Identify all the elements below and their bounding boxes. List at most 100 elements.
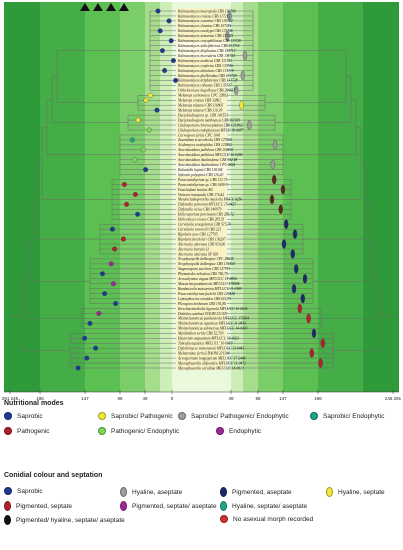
taxon-label: Venturia inaequalis CBS 176,42 [178, 193, 224, 198]
taxon-label: Acidomyces acidophilus CBS 123852 [177, 143, 232, 147]
taxon-label: Kalmusomyces conicus CBS 117215 [177, 14, 230, 18]
taxon-label: Massarina pandanicola MFLUCC 178594 [177, 282, 240, 286]
legend-label: Hyaline, septate/ aseptate [232, 502, 308, 510]
taxon-label: Paraconiothyrium sp. CBS 1699-5 [177, 183, 228, 187]
legend-item-nutritional: Pathogenic/ Endophytic [98, 427, 179, 435]
node-marker [124, 201, 130, 207]
legend-swatch [220, 501, 227, 511]
taxon-label: Cladosporium endophyticum MFLU 18-0087 [178, 128, 243, 132]
conidia-marker [306, 313, 311, 324]
taxon-label: Curvularia senegalensis CBS 515,70 [178, 223, 231, 228]
conidia-marker [318, 358, 323, 368]
legend-label: Pathogenic/ Endophytic [111, 427, 180, 435]
node-marker [102, 291, 108, 297]
conidia-marker [247, 120, 252, 130]
legend-label: Pigmented/ hyaline, septate/ aseptate [16, 516, 125, 524]
taxon-label: Didymella viciae CBS 146979 [177, 208, 222, 212]
node-marker [155, 8, 161, 14]
node-marker [173, 77, 179, 83]
legend-item-conidial: Hyaline, septate [326, 487, 385, 497]
node-marker [132, 192, 138, 197]
node-marker [113, 301, 119, 306]
taxon-label: Neophysopella dalbergiae CPC 28635 [177, 257, 234, 261]
taxon-label: Helicosporium parviavum CBS 285.72 [177, 213, 234, 217]
conidia-marker [278, 204, 283, 214]
taxon-label: Kalmusomyces delphinensis CBS 133728 [177, 79, 238, 83]
node-marker [129, 137, 135, 143]
node-marker [146, 127, 152, 133]
taxon-label: Stagonospora sacchari CBS 127971 [178, 267, 230, 271]
node-marker [75, 365, 81, 371]
axis-tick-label: 98 [255, 396, 261, 401]
taxon-label: Kalmusomyces atlanticus CBS 131719 [177, 69, 234, 73]
taxon-label: Alternaria botrytis LJ [177, 247, 210, 251]
taxon-label: Fusicladium betulae RG [177, 188, 214, 192]
taxon-label: Kalmusomyces eucalypti CBS 133746 [177, 29, 233, 33]
taxon-label: Dothidea sambuci DAOM 231303 [177, 312, 227, 316]
legend-label: Hyaline, septate [338, 488, 385, 496]
conidia-marker [320, 338, 325, 348]
conidia-marker [300, 293, 305, 304]
taxon-label: Kabatiella lupinii CBS 136304 [177, 168, 223, 172]
taxon-label: Hysterium angustatum MFLUCC 16-0623 [177, 337, 239, 341]
axis-tick-label: 245 291 [385, 396, 402, 401]
taxon-label: Kalmusomyces arabicus CBS 131723 [177, 59, 232, 63]
taxon-label: Kalmusomyces clavatus CBS 107151 [177, 24, 232, 28]
taxon-label: Kalmusomyces indicifabricus CBS 131716 [177, 44, 240, 48]
legend-label: Saprobic [17, 412, 43, 420]
legend-swatch [98, 427, 106, 435]
taxon-label: Bipolaris drechsleri CBS 136207 [178, 237, 226, 241]
time-axis: 291 245 196 147 98 49 0 49 98 147 196 245 291 [2, 390, 402, 401]
legend-swatch [4, 427, 12, 435]
axis-tick-label: 196 [36, 396, 44, 401]
legend-title-conidial: Conidial colour and septation [4, 472, 103, 479]
legend-swatch [4, 501, 11, 511]
taxon-label: Mytilinidion tortile CBS 52,793 [177, 332, 224, 337]
taxon-label: Aureobasidium pullulans MFLUCC 16-0296 [177, 153, 243, 157]
node-marker [159, 48, 165, 54]
taxon-label: Dyfrolomyces tiomanensis MFLUCC 13-0441 [177, 346, 244, 350]
axis-tick-label: 147 [279, 396, 287, 401]
node-marker [108, 261, 114, 267]
node-marker [162, 68, 168, 73]
legend-label: Saprobic [17, 487, 43, 495]
taxon-label: Mycosphaerella citrullina MFLUCC 14-0013 [177, 366, 244, 370]
node-marker [154, 107, 160, 113]
legend-swatch [220, 515, 228, 523]
legend-swatch [216, 427, 224, 435]
legend-item-nutritional: Saprobic/ Pathogenic [98, 412, 173, 420]
legend-item-nutritional: Saprobic/ Endophytic [310, 412, 384, 420]
legend-swatch [4, 487, 12, 495]
legend-swatch [98, 412, 106, 420]
taxon-label: Kirschsteiniothelia lignicola MFLUCC 10-… [177, 307, 248, 311]
legend-item-nutritional: Pathogenic [4, 427, 50, 435]
taxon-label: Bipolaris zeae CBS 127705 [178, 232, 218, 236]
conidia-marker [225, 31, 230, 41]
node-marker [140, 147, 146, 153]
legend-item-conidial: No asexual morph recorded [220, 515, 313, 523]
taxon-label: Alternaria alternata CBS 916,96 [177, 242, 225, 247]
conidia-marker [272, 140, 278, 150]
legend-swatch [120, 501, 127, 511]
node-marker [170, 58, 176, 64]
node-marker [168, 38, 174, 44]
taxon-label: Curvularia ravenelii CBS 221 [178, 227, 221, 231]
axis-tick-label: 147 [81, 396, 89, 401]
taxon-label: Minimelanolocus aquaticus MFLUCC 11-0436 [177, 322, 246, 326]
conidia-marker [227, 11, 232, 21]
taxon-label: Dactyloadiospora mahhiensis CBS 161569 [177, 118, 240, 122]
legend-swatch [4, 515, 11, 525]
legend-swatch [310, 412, 318, 420]
legend-label: Pigmented, septate/ aseptate [132, 502, 217, 510]
taxon-label: Zasmidium scaevolicola CBS 127000 [178, 138, 232, 142]
taxon-label: Acrocalymma vagum MFLUCC 15-0856 [177, 277, 237, 281]
conidia-marker [234, 85, 239, 95]
node-marker [109, 226, 115, 232]
legend-label: Pigmented, septate [16, 502, 73, 510]
node-marker [135, 117, 141, 123]
node-marker [121, 182, 127, 187]
taxon-label: Minimelanolocus pandanicola MFLUCC 17659… [177, 317, 249, 321]
taxon-label: Alternaria alternata SF 693 [177, 252, 218, 256]
legend-swatch [220, 487, 227, 497]
